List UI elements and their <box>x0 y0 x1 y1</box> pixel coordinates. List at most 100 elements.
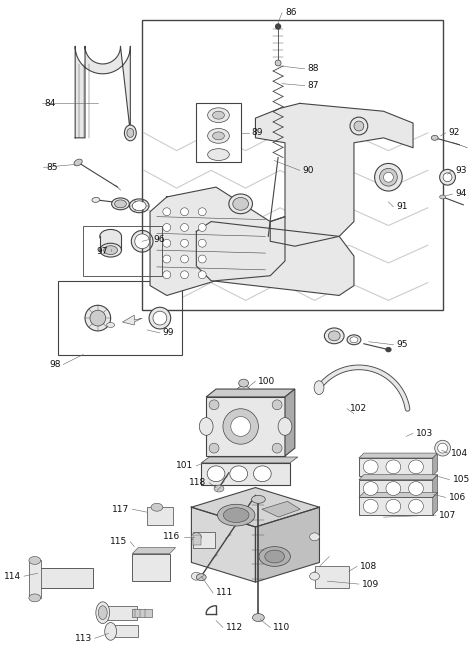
Ellipse shape <box>383 173 393 182</box>
Polygon shape <box>285 389 295 456</box>
Ellipse shape <box>115 200 127 208</box>
Text: 100: 100 <box>258 377 276 385</box>
Ellipse shape <box>191 533 201 541</box>
Circle shape <box>198 255 206 263</box>
Ellipse shape <box>380 169 397 186</box>
Ellipse shape <box>386 460 401 474</box>
Ellipse shape <box>230 466 247 482</box>
Ellipse shape <box>105 622 117 640</box>
Bar <box>103 606 137 620</box>
Ellipse shape <box>151 503 163 511</box>
Ellipse shape <box>237 386 251 396</box>
Ellipse shape <box>259 547 291 566</box>
Text: 95: 95 <box>396 340 408 349</box>
Ellipse shape <box>132 201 146 211</box>
Bar <box>110 626 138 637</box>
Ellipse shape <box>90 311 106 326</box>
Bar <box>201 463 290 484</box>
Ellipse shape <box>435 440 450 456</box>
Polygon shape <box>191 488 319 527</box>
Bar <box>196 104 241 163</box>
Ellipse shape <box>386 482 401 495</box>
Ellipse shape <box>129 199 149 213</box>
Text: 106: 106 <box>448 493 466 502</box>
Circle shape <box>181 271 189 279</box>
Text: 88: 88 <box>308 64 319 74</box>
Ellipse shape <box>127 128 134 137</box>
Circle shape <box>272 443 282 453</box>
Text: 117: 117 <box>112 505 129 514</box>
Bar <box>132 609 152 616</box>
Ellipse shape <box>131 230 153 252</box>
Ellipse shape <box>208 148 229 161</box>
Text: 99: 99 <box>163 328 174 337</box>
Circle shape <box>275 60 281 66</box>
Ellipse shape <box>85 305 110 331</box>
Text: 115: 115 <box>110 537 128 546</box>
Ellipse shape <box>96 602 109 624</box>
Text: 93: 93 <box>456 166 467 175</box>
Polygon shape <box>262 501 300 517</box>
Circle shape <box>209 443 219 453</box>
Bar <box>39 568 93 588</box>
Text: 110: 110 <box>273 623 291 632</box>
Ellipse shape <box>29 557 41 564</box>
Polygon shape <box>75 46 130 138</box>
Bar <box>147 507 173 525</box>
Circle shape <box>276 24 281 29</box>
Ellipse shape <box>212 132 224 140</box>
Ellipse shape <box>196 574 206 581</box>
Text: 113: 113 <box>75 634 92 643</box>
Ellipse shape <box>328 331 340 340</box>
Ellipse shape <box>350 337 358 342</box>
Ellipse shape <box>409 482 423 495</box>
Ellipse shape <box>374 163 402 191</box>
Ellipse shape <box>386 499 401 513</box>
Text: 98: 98 <box>49 360 60 369</box>
Polygon shape <box>359 475 438 480</box>
Polygon shape <box>191 507 255 582</box>
Text: 111: 111 <box>216 589 233 598</box>
Ellipse shape <box>239 379 248 387</box>
Ellipse shape <box>124 125 136 141</box>
Circle shape <box>272 400 282 409</box>
Ellipse shape <box>111 198 129 210</box>
Polygon shape <box>122 315 142 325</box>
Circle shape <box>181 208 189 215</box>
Circle shape <box>198 271 206 279</box>
Ellipse shape <box>212 111 224 119</box>
Ellipse shape <box>440 195 446 199</box>
Ellipse shape <box>135 234 149 249</box>
Ellipse shape <box>92 197 100 202</box>
Bar <box>206 397 285 456</box>
Text: 91: 91 <box>396 202 408 212</box>
Circle shape <box>181 240 189 247</box>
Ellipse shape <box>314 381 324 395</box>
Ellipse shape <box>438 443 447 453</box>
Bar <box>315 566 349 588</box>
Text: 94: 94 <box>456 189 467 199</box>
Ellipse shape <box>431 135 438 141</box>
Ellipse shape <box>149 307 171 329</box>
Circle shape <box>163 208 171 215</box>
Ellipse shape <box>363 499 378 513</box>
Bar <box>58 281 182 355</box>
Text: 109: 109 <box>362 579 379 589</box>
Ellipse shape <box>386 348 391 352</box>
Ellipse shape <box>254 466 271 482</box>
Bar <box>132 553 170 581</box>
Bar <box>359 480 433 497</box>
Ellipse shape <box>409 499 423 513</box>
Ellipse shape <box>278 417 292 436</box>
Ellipse shape <box>214 485 224 492</box>
Ellipse shape <box>363 460 378 474</box>
Polygon shape <box>359 492 438 497</box>
Text: 108: 108 <box>360 562 377 571</box>
Ellipse shape <box>310 572 319 580</box>
Polygon shape <box>255 507 319 582</box>
Ellipse shape <box>443 173 452 182</box>
Ellipse shape <box>265 550 284 563</box>
Text: 85: 85 <box>46 163 58 172</box>
Polygon shape <box>433 492 438 515</box>
Ellipse shape <box>324 328 344 344</box>
